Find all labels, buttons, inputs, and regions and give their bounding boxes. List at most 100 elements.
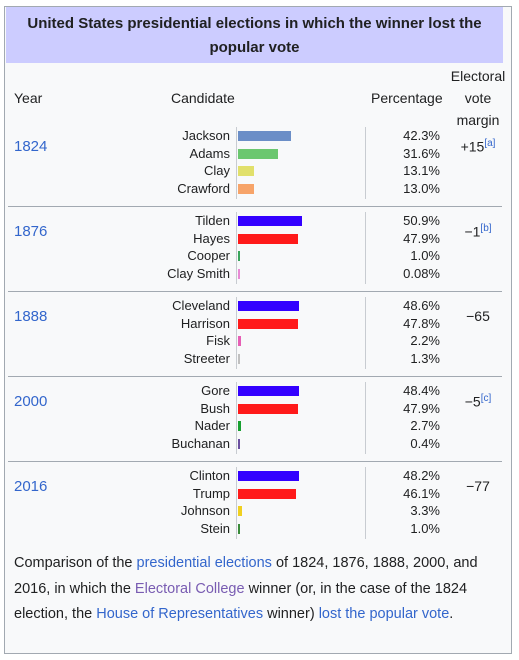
candidate-name: Johnson (180, 503, 230, 518)
row-separator (8, 376, 502, 377)
candidate-percentage: 1.0% (410, 520, 440, 536)
candidate-percentage: 0.4% (410, 435, 440, 451)
vote-share-bar (238, 523, 240, 534)
candidate-name: Clinton (189, 468, 230, 483)
vote-share-bar (238, 148, 278, 159)
candidate-name: Fisk (206, 333, 230, 348)
candidate-percentage: 46.1% (403, 485, 440, 501)
candidate-percentage: 1.3% (410, 350, 440, 366)
electoral-margin-value: −1 (464, 223, 481, 240)
vote-share-bar (238, 506, 243, 516)
vote-share-bar (238, 403, 299, 414)
percentage-divider (365, 212, 366, 284)
candidate-name: Tilden (195, 213, 230, 228)
bar-axis-line (236, 212, 237, 284)
bar-axis-line (236, 127, 237, 199)
vote-share-bar (238, 488, 296, 499)
row-separator (8, 291, 502, 292)
vote-share-bar (238, 438, 240, 449)
vote-share-bar (238, 353, 240, 364)
link-presidential-elections[interactable]: presidential elections (136, 555, 272, 571)
vote-share-bar (238, 216, 302, 226)
candidate-percentage: 47.8% (403, 315, 440, 331)
link-lost-popular-vote[interactable]: lost the popular vote (318, 606, 450, 622)
caption-text-4: winner) (263, 606, 319, 622)
bar-axis-line (236, 382, 237, 454)
bar-axis-line (236, 297, 237, 369)
electoral-margin-value: −77 (466, 478, 490, 494)
candidate-percentage: 3.3% (410, 503, 440, 518)
candidate-name: Cleveland (172, 298, 230, 313)
electoral-margin: −65 (446, 308, 510, 324)
candidate-name: Clay (203, 163, 230, 178)
vote-share-bar (238, 183, 255, 194)
percentage-divider (365, 297, 366, 369)
vote-share-bar (238, 421, 242, 431)
header-percentage: Percentage (371, 90, 443, 106)
footnote-link[interactable]: [c] (480, 393, 492, 404)
candidate-name: Buchanan (171, 435, 230, 451)
link-house-of-representatives[interactable]: House of Representatives (96, 606, 264, 622)
header-margin-line-1: Electoral (450, 68, 506, 84)
candidate-percentage: 2.2% (410, 333, 440, 348)
table-title: United States presidential elections in … (6, 7, 503, 63)
candidate-name: Bush (200, 400, 230, 416)
candidate-percentage: 48.4% (403, 383, 440, 398)
candidate-name: Trump (192, 485, 230, 501)
footnote-link[interactable]: [a] (484, 138, 496, 149)
candidate-name: Nader (194, 418, 230, 433)
vote-share-bar (238, 251, 240, 261)
candidate-name: Stein (200, 520, 230, 536)
row-separator (8, 461, 502, 462)
year-link-2016[interactable]: 2016 (14, 478, 48, 495)
electoral-margin: −5[c] (446, 393, 510, 410)
vote-share-bar (238, 336, 241, 346)
year-link-1888[interactable]: 1888 (14, 308, 48, 325)
candidate-name: Cooper (187, 248, 230, 263)
footnote-link[interactable]: [b] (480, 223, 492, 234)
candidate-name: Streeter (183, 350, 230, 366)
candidate-name: Crawford (177, 180, 230, 196)
header-margin-line-2: vote (464, 90, 492, 106)
candidate-name: Jackson (182, 128, 230, 143)
year-link-1876[interactable]: 1876 (14, 223, 48, 240)
candidate-percentage: 13.0% (403, 180, 440, 196)
year-link-2000[interactable]: 2000 (14, 393, 48, 410)
caption-text-1: Comparison of the (14, 555, 137, 571)
electoral-margin-value: +15 (460, 138, 485, 155)
candidate-name: Adams (189, 145, 230, 161)
candidate-percentage: 13.1% (403, 163, 440, 178)
electoral-margin-value: −65 (466, 308, 490, 324)
candidate-percentage: 50.9% (403, 213, 440, 228)
candidate-name: Harrison (180, 315, 230, 331)
vote-share-bar (238, 166, 255, 176)
percentage-divider (365, 382, 366, 454)
candidate-percentage: 48.2% (403, 468, 440, 483)
candidate-percentage: 48.6% (403, 298, 440, 313)
vote-share-bar (238, 131, 292, 141)
electoral-margin-value: −5 (464, 393, 481, 410)
bar-axis-line (236, 467, 237, 539)
candidate-name: Gore (201, 383, 230, 398)
header-candidate: Candidate (171, 90, 235, 106)
caption-text-5: . (449, 606, 454, 622)
candidate-percentage: 31.6% (403, 145, 440, 161)
vote-share-bar (238, 301, 300, 311)
infobox-table (4, 6, 512, 654)
candidate-percentage: 42.3% (403, 128, 440, 143)
link-electoral-college[interactable]: Electoral College (134, 580, 245, 597)
candidate-percentage: 1.0% (410, 248, 440, 263)
vote-share-bar (238, 471, 299, 481)
year-link-1824[interactable]: 1824 (14, 138, 48, 155)
candidate-percentage: 47.9% (403, 230, 440, 246)
percentage-divider (365, 467, 366, 539)
vote-share-bar (238, 386, 299, 396)
electoral-margin: −1[b] (446, 223, 510, 240)
row-separator (8, 206, 502, 207)
electoral-margin: −77 (446, 478, 510, 494)
percentage-divider (365, 127, 366, 199)
candidate-name: Hayes (193, 230, 230, 246)
vote-share-bar (238, 268, 240, 279)
caption-text-3: winner (or, in the case of the 1824 elec… (14, 580, 468, 623)
candidate-percentage: 47.9% (403, 400, 440, 416)
